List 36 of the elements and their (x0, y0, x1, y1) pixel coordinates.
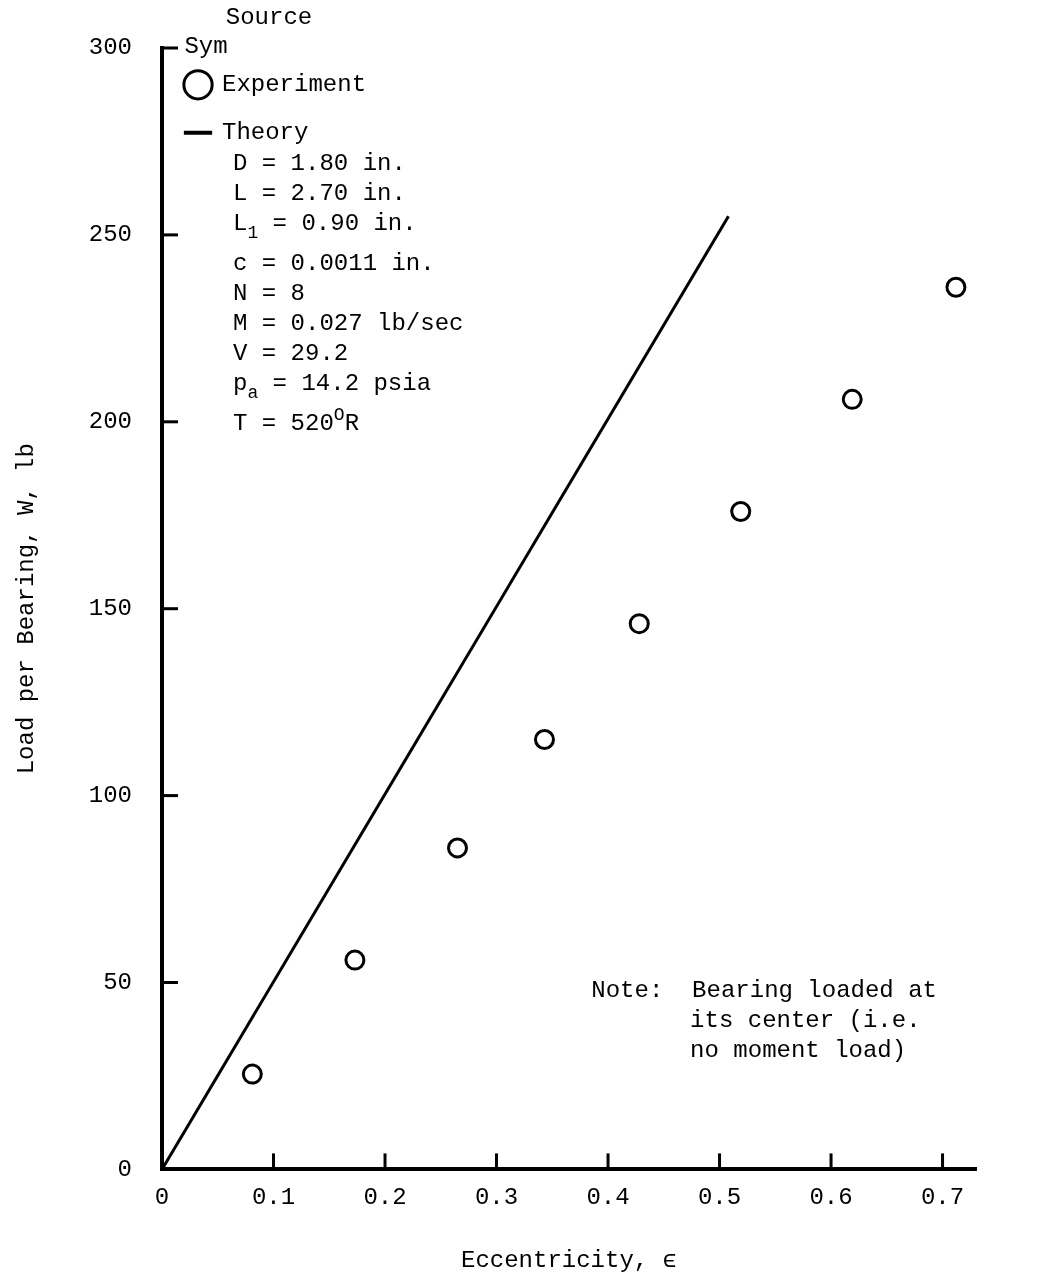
annotation: M = 0.027 lb/sec (233, 310, 464, 337)
x-tick-label: 0.7 (920, 1184, 965, 1212)
point (241, 1063, 263, 1085)
x-tick-label: 0 (154, 1184, 170, 1212)
y-tick-label: 250 (88, 221, 133, 249)
point (344, 949, 366, 971)
point (447, 837, 468, 859)
point (841, 388, 863, 410)
y-tick-label: 300 (88, 34, 133, 62)
point (533, 729, 555, 751)
y-tick-label: 100 (88, 781, 133, 809)
x-tick-label: 0.4 (586, 1184, 630, 1212)
annotation: L = 2.70 in. (233, 180, 406, 207)
legend-label: Experiment (222, 71, 367, 99)
y-tick-label: 200 (88, 408, 133, 436)
annotation: N = 8 (233, 280, 306, 307)
annotation: D = 1.80 in. (233, 150, 406, 177)
y-axis-title: Load per Bearing, W, lb (12, 443, 40, 775)
x-tick-label: 0.1 (251, 1184, 296, 1212)
annotation: V = 29.2 (233, 340, 349, 367)
legend-title: Source (225, 4, 313, 32)
point (628, 613, 650, 635)
x-tick-label: 0.5 (697, 1184, 742, 1212)
y-tick-label: 50 (103, 968, 133, 996)
y-tick-label: 0 (117, 1155, 133, 1183)
x-axis-title: Eccentricity, ϵ (460, 1246, 678, 1274)
x-tick-label: 0.2 (363, 1184, 407, 1212)
legend-label: Theory (222, 119, 309, 147)
x-tick-label: 0.6 (809, 1184, 853, 1212)
x-tick-label: 0.3 (474, 1184, 519, 1212)
point (945, 276, 967, 298)
annotation: c = 0.0011 in. (233, 250, 435, 277)
annotation: Note: Bearing loaded at its center (i.e. no moment load) (591, 977, 937, 1065)
annotation: Sym (184, 33, 228, 61)
y-tick-label: 150 (88, 595, 133, 623)
point (730, 501, 752, 523)
